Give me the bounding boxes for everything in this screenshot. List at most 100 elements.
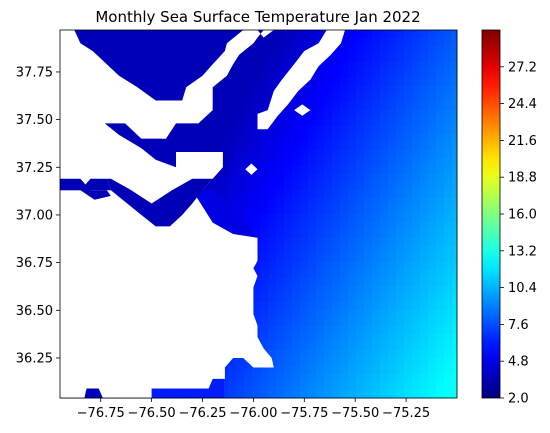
temperature-cell: [420, 366, 429, 375]
temperature-cell: [356, 174, 365, 183]
temperature-cell: [316, 134, 325, 143]
temperature-cell: [412, 318, 421, 327]
temperature-cell: [364, 318, 373, 327]
colorbar-tick-label: 24.4: [508, 97, 537, 112]
temperature-cell: [244, 382, 253, 391]
temperature-cell: [324, 254, 333, 263]
temperature-cell: [388, 102, 397, 111]
temperature-cell: [324, 126, 333, 135]
temperature-cell: [436, 30, 445, 39]
temperature-cell: [316, 342, 325, 351]
temperature-cell: [356, 286, 365, 295]
temperature-cell: [116, 70, 125, 79]
temperature-cell: [444, 206, 453, 215]
colorbar-tick-label: 27.2: [508, 60, 537, 75]
temperature-cell: [388, 94, 397, 103]
temperature-cell: [308, 166, 317, 175]
temperature-cell: [228, 182, 237, 191]
temperature-cell: [268, 350, 277, 359]
temperature-cell: [388, 238, 397, 247]
temperature-cell: [244, 102, 253, 111]
temperature-cell: [356, 342, 365, 351]
temperature-cell: [252, 262, 261, 271]
temperature-cell: [228, 86, 237, 95]
temperature-cell: [268, 86, 277, 95]
temperature-cell: [444, 38, 453, 47]
temperature-cell: [124, 134, 133, 143]
temperature-cell: [212, 174, 221, 183]
temperature-cell: [260, 294, 269, 303]
temperature-cell: [412, 334, 421, 343]
temperature-cell: [420, 254, 429, 263]
temperature-cell: [148, 30, 157, 39]
temperature-cell: [276, 198, 285, 207]
temperature-cell: [252, 46, 261, 55]
temperature-cell: [276, 366, 285, 375]
temperature-cell: [388, 158, 397, 167]
temperature-cell: [348, 190, 357, 199]
temperature-cell: [220, 190, 229, 199]
temperature-cell: [308, 182, 317, 191]
temperature-cell: [268, 70, 277, 79]
temperature-cell: [268, 126, 277, 135]
temperature-cell: [284, 166, 293, 175]
temperature-cell: [420, 118, 429, 127]
temperature-cell: [268, 198, 277, 207]
temperature-cell: [364, 102, 373, 111]
temperature-cell: [356, 374, 365, 383]
temperature-cell: [332, 134, 341, 143]
temperature-cell: [348, 342, 357, 351]
temperature-cell: [172, 134, 181, 143]
temperature-cell: [204, 110, 213, 119]
temperature-cell: [348, 142, 357, 151]
temperature-cell: [364, 78, 373, 87]
temperature-cell: [380, 374, 389, 383]
temperature-cell: [300, 142, 309, 151]
temperature-cell: [388, 326, 397, 335]
temperature-cell: [212, 94, 221, 103]
temperature-cell: [388, 214, 397, 223]
temperature-cell: [428, 150, 437, 159]
temperature-cell: [412, 110, 421, 119]
temperature-cell: [196, 38, 205, 47]
x-tick-label: −76.25: [178, 406, 226, 421]
temperature-cell: [236, 70, 245, 79]
temperature-cell: [364, 206, 373, 215]
temperature-cell: [308, 206, 317, 215]
temperature-cell: [284, 374, 293, 383]
temperature-cell: [316, 126, 325, 135]
temperature-cell: [396, 390, 405, 399]
temperature-cell: [428, 30, 437, 39]
temperature-cell: [308, 86, 317, 95]
temperature-cell: [348, 366, 357, 375]
temperature-cell: [372, 38, 381, 47]
temperature-cell: [356, 198, 365, 207]
x-tick-label: −75.25: [382, 406, 430, 421]
temperature-cell: [404, 54, 413, 63]
temperature-cell: [356, 222, 365, 231]
temperature-cell: [308, 238, 317, 247]
temperature-cell: [388, 134, 397, 143]
temperature-cell: [436, 78, 445, 87]
temperature-cell: [380, 174, 389, 183]
temperature-cell: [420, 182, 429, 191]
temperature-cell: [356, 390, 365, 399]
temperature-cell: [348, 198, 357, 207]
temperature-cell: [124, 126, 133, 135]
temperature-cell: [428, 102, 437, 111]
temperature-cell: [332, 382, 341, 391]
temperature-cell: [444, 382, 453, 391]
temperature-cell: [308, 286, 317, 295]
temperature-cell: [372, 94, 381, 103]
temperature-cell: [228, 62, 237, 71]
temperature-cell: [228, 382, 237, 391]
temperature-cell: [172, 54, 181, 63]
temperature-cell: [324, 230, 333, 239]
temperature-cell: [396, 38, 405, 47]
temperature-cell: [252, 134, 261, 143]
temperature-cell: [228, 358, 237, 367]
temperature-cell: [212, 118, 221, 127]
temperature-cell: [452, 374, 458, 383]
temperature-cell: [252, 38, 261, 47]
temperature-cell: [276, 206, 285, 215]
